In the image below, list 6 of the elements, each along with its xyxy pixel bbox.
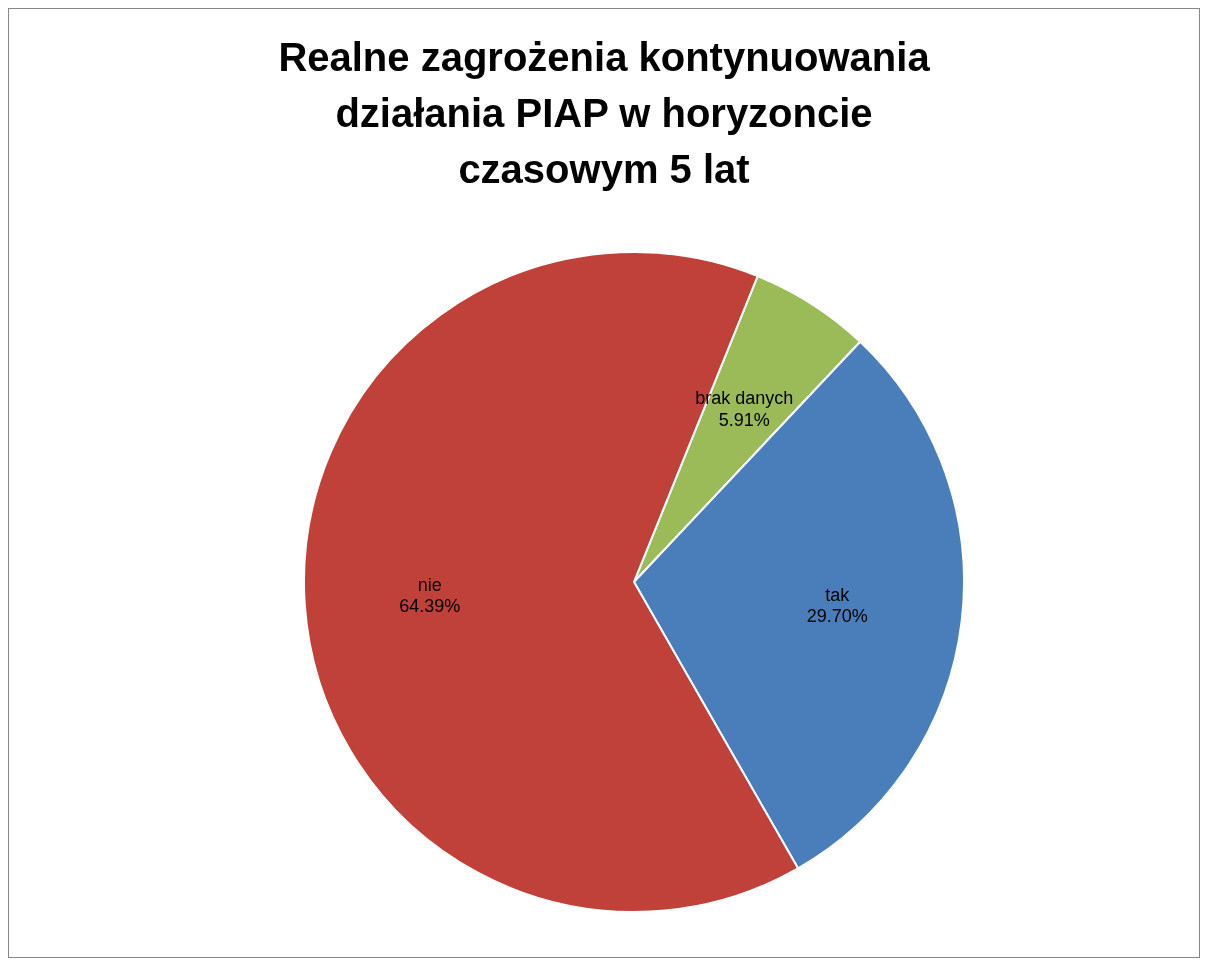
data-label: 29.70% — [806, 606, 868, 627]
slice-label: tak — [825, 584, 851, 605]
slice-label: nie — [417, 574, 442, 595]
data-label: 64.39% — [399, 596, 461, 617]
chart-title: Realne zagrożenia kontynuowania działania PIAP w horyzoncie czasowym 5 lat — [277, 34, 931, 193]
data-label: 5.91% — [718, 409, 770, 430]
